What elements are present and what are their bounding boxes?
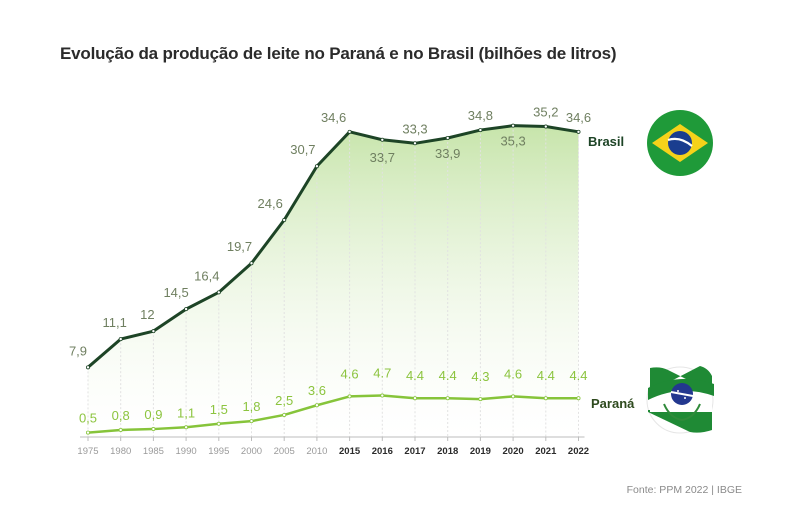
point-parana-1985 xyxy=(151,427,156,432)
point-brasil-1995 xyxy=(216,290,221,295)
point-brasil-1975 xyxy=(86,365,91,370)
point-parana-1995 xyxy=(216,421,221,426)
point-brasil-2019 xyxy=(478,128,483,133)
x-label-2015: 2015 xyxy=(339,446,361,457)
label-parana-2021: 4.4 xyxy=(537,368,555,383)
label-brasil-1975: 7,9 xyxy=(69,343,87,358)
x-label-2000: 2000 xyxy=(241,446,262,457)
parana-line xyxy=(86,394,580,434)
label-brasil-2015: 34,6 xyxy=(321,110,346,125)
brasil-line xyxy=(86,124,580,369)
label-parana-1990: 1,1 xyxy=(177,405,195,420)
x-label-2019: 2019 xyxy=(470,446,491,457)
label-parana-2005: 2,5 xyxy=(275,393,293,408)
label-brasil-2021: 35,2 xyxy=(533,105,558,120)
point-brasil-1980 xyxy=(118,337,123,342)
label-parana-2015: 4.6 xyxy=(341,366,359,381)
label-brasil-2010: 30,7 xyxy=(290,142,315,157)
point-parana-2010 xyxy=(314,403,319,408)
point-brasil-2005 xyxy=(282,218,287,223)
parana-flag-icon xyxy=(646,366,714,434)
point-parana-2018 xyxy=(445,396,450,401)
label-parana-2022: 4.4 xyxy=(569,368,587,383)
point-brasil-1990 xyxy=(184,307,189,312)
label-parana-2000: 1,8 xyxy=(242,399,260,414)
label-brasil-2020: 35,3 xyxy=(500,134,525,149)
point-parana-1990 xyxy=(184,425,189,430)
point-brasil-2010 xyxy=(314,164,319,169)
label-brasil-2018: 33,9 xyxy=(435,146,460,161)
x-axis-labels: 1975 1980 1985 1990 1995 2000 2005 2010 2015 2016… xyxy=(77,446,589,457)
point-parana-2015 xyxy=(347,394,352,399)
x-label-2021: 2021 xyxy=(535,446,557,457)
label-parana-2020: 4.6 xyxy=(504,366,522,381)
label-brasil-2000: 19,7 xyxy=(227,239,252,254)
data-labels: 7,9 11,1 12 14,5 16,4 19,7 24,6 30,7 34,6 33,7 33,… xyxy=(69,105,591,426)
point-brasil-2000 xyxy=(249,261,254,266)
point-brasil-2022 xyxy=(576,129,581,134)
brazil-flag-icon xyxy=(647,110,713,176)
point-parana-1975 xyxy=(86,430,91,435)
label-parana-2017: 4.4 xyxy=(406,368,424,383)
label-parana-2016: 4.7 xyxy=(373,366,391,381)
point-brasil-2017 xyxy=(412,141,417,146)
point-parana-2021 xyxy=(543,396,548,401)
x-label-2017: 2017 xyxy=(404,446,425,457)
x-label-1995: 1995 xyxy=(208,446,229,457)
point-parana-2005 xyxy=(282,412,287,417)
point-brasil-2016 xyxy=(380,137,385,142)
source-note: Fonte: PPM 2022 | IBGE xyxy=(626,484,742,496)
label-brasil-2017: 33,3 xyxy=(402,121,427,136)
label-brasil-2022: 34,6 xyxy=(566,110,591,125)
label-brasil-2005: 24,6 xyxy=(258,196,283,211)
label-brasil-1995: 16,4 xyxy=(194,268,219,283)
x-label-2018: 2018 xyxy=(437,446,458,457)
label-brasil-2016: 33,7 xyxy=(370,150,395,165)
label-brasil-1980: 11,1 xyxy=(103,315,127,330)
data-points xyxy=(86,123,581,435)
point-brasil-2015 xyxy=(347,129,352,134)
chart-title: Evolução da produção de leite no Paraná … xyxy=(60,44,617,63)
x-label-2016: 2016 xyxy=(372,446,393,457)
x-label-2005: 2005 xyxy=(274,446,295,457)
series-name-parana: Paraná xyxy=(591,396,635,411)
label-parana-1985: 0,9 xyxy=(144,407,162,422)
label-parana-1975: 0,5 xyxy=(79,411,97,426)
label-brasil-1985: 12 xyxy=(140,307,154,322)
x-label-1980: 1980 xyxy=(110,446,131,457)
label-brasil-1990: 14,5 xyxy=(163,285,188,300)
label-parana-2018: 4.4 xyxy=(439,368,457,383)
point-parana-2020 xyxy=(511,394,516,399)
vertical-gridlines xyxy=(87,125,579,437)
point-brasil-2018 xyxy=(445,136,450,141)
point-parana-2019 xyxy=(478,397,483,402)
series-name-brasil: Brasil xyxy=(588,134,624,149)
point-parana-2016 xyxy=(380,393,385,398)
x-label-2010: 2010 xyxy=(306,446,327,457)
x-axis-ticks xyxy=(87,437,579,441)
point-brasil-2021 xyxy=(543,124,548,129)
label-parana-1980: 0,8 xyxy=(112,408,130,423)
point-parana-1980 xyxy=(118,427,123,432)
label-brasil-2019: 34,8 xyxy=(468,108,493,123)
label-parana-2010: 3.6 xyxy=(308,383,326,398)
x-label-2020: 2020 xyxy=(503,446,524,457)
x-label-1975: 1975 xyxy=(77,446,98,457)
x-label-2022: 2022 xyxy=(568,446,589,457)
x-label-1990: 1990 xyxy=(176,446,197,457)
x-label-1985: 1985 xyxy=(143,446,164,457)
point-brasil-2020 xyxy=(511,123,516,128)
point-parana-2017 xyxy=(412,396,417,401)
point-brasil-1985 xyxy=(151,329,156,334)
label-parana-1995: 1,5 xyxy=(210,402,228,417)
brasil-area-fill xyxy=(88,125,579,438)
label-parana-2019: 4.3 xyxy=(471,369,489,384)
point-parana-2000 xyxy=(249,419,254,424)
point-parana-2022 xyxy=(576,396,581,401)
